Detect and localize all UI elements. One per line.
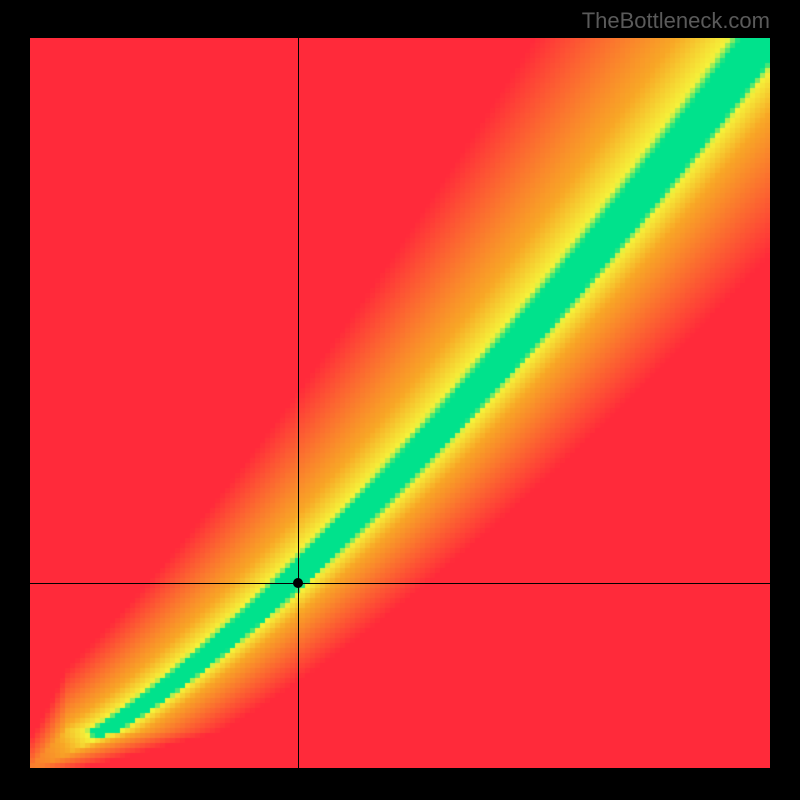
watermark-text: TheBottleneck.com	[582, 8, 770, 34]
crosshair-marker	[293, 578, 303, 588]
crosshair-horizontal	[30, 583, 770, 584]
plot-area	[30, 38, 770, 768]
heatmap-canvas	[30, 38, 770, 768]
chart-container: TheBottleneck.com	[0, 0, 800, 800]
crosshair-vertical	[298, 38, 299, 768]
